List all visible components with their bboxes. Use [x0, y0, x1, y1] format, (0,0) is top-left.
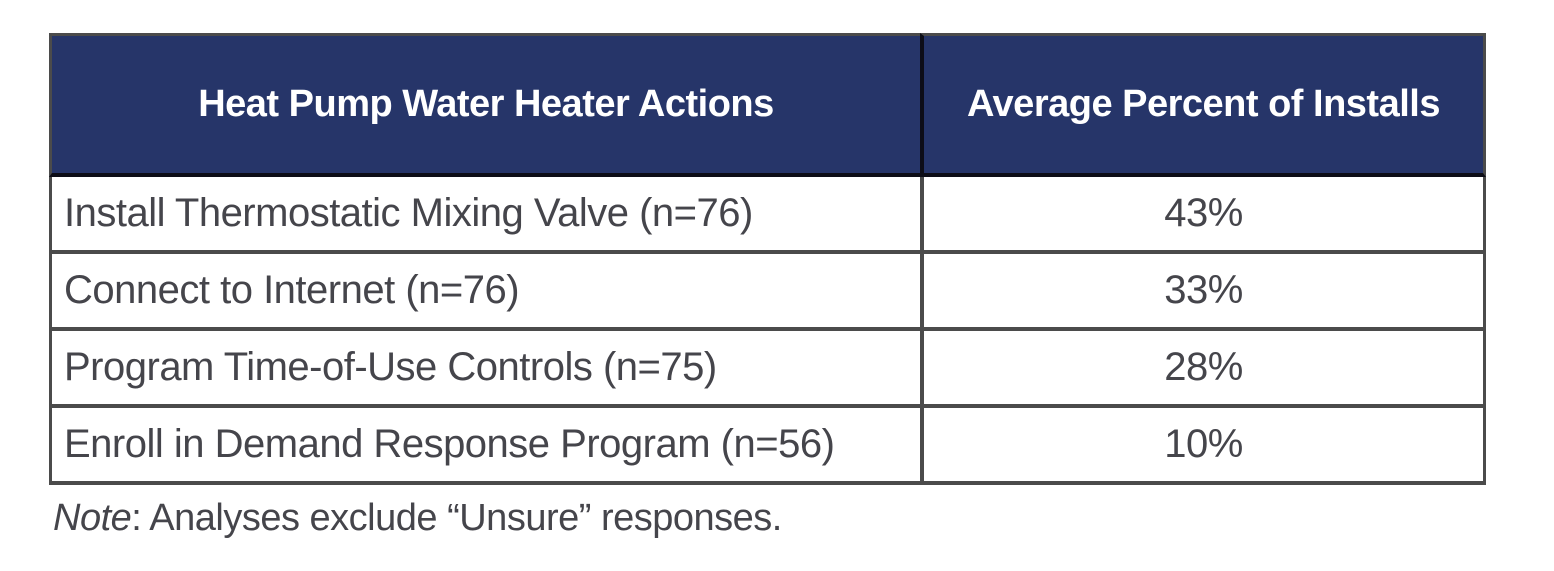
- action-label: Program Time-of-Use Controls (n=75): [64, 345, 717, 389]
- header-label-actions: Heat Pump Water Heater Actions: [198, 83, 774, 125]
- percent-value: 33%: [1164, 268, 1243, 312]
- note-text: : Analyses exclude “Unsure” responses.: [131, 497, 782, 539]
- percent-value: 43%: [1164, 191, 1243, 235]
- table-row-4-value-cell: 10%: [920, 408, 1486, 485]
- table-row-1-value-cell: 43%: [920, 177, 1486, 254]
- note-prefix: Note: [53, 497, 132, 539]
- table-row-3-value-cell: 28%: [920, 331, 1486, 408]
- header-cell-actions: Heat Pump Water Heater Actions: [49, 33, 920, 177]
- table-note: Note: Analyses exclude “Unsure” response…: [53, 497, 1486, 540]
- percent-value: 28%: [1164, 345, 1243, 389]
- actions-table: Heat Pump Water Heater Actions Average P…: [49, 33, 1486, 485]
- table-row-2-action-cell: Connect to Internet (n=76): [49, 254, 920, 331]
- table-row-3-action-cell: Program Time-of-Use Controls (n=75): [49, 331, 920, 408]
- action-label: Install Thermostatic Mixing Valve (n=76): [64, 191, 753, 235]
- table-row-2-value-cell: 33%: [920, 254, 1486, 331]
- header-cell-average-percent: Average Percent of Installs: [920, 33, 1486, 177]
- header-label-average-percent: Average Percent of Installs: [967, 83, 1440, 125]
- table-row-4-action-cell: Enroll in Demand Response Program (n=56): [49, 408, 920, 485]
- action-label: Enroll in Demand Response Program (n=56): [64, 422, 835, 466]
- table-figure: Heat Pump Water Heater Actions Average P…: [49, 33, 1486, 540]
- table-row-1-action-cell: Install Thermostatic Mixing Valve (n=76): [49, 177, 920, 254]
- action-label: Connect to Internet (n=76): [64, 268, 520, 312]
- percent-value: 10%: [1164, 422, 1243, 466]
